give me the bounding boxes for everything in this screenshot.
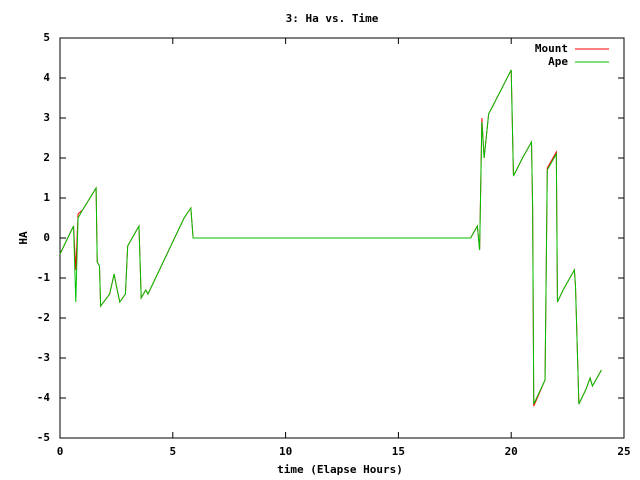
y-axis-label: HA [17,231,30,245]
chart-title: 3: Ha vs. Time [286,12,379,25]
x-tick-label: 5 [169,445,176,458]
x-axis-label: time (Elapse Hours) [277,463,403,476]
y-tick-label: -5 [37,431,50,444]
y-tick-label: 3 [43,111,50,124]
y-tick-label: 0 [43,231,50,244]
y-tick-label: 4 [43,71,50,84]
x-tick-label: 0 [57,445,64,458]
y-tick-label: -4 [37,391,51,404]
y-tick-label: 1 [43,191,50,204]
y-tick-label: -1 [37,271,51,284]
y-tick-label: -3 [37,351,50,364]
y-tick-label: -2 [37,311,50,324]
x-tick-label: 20 [505,445,518,458]
data-line [59,69,602,405]
x-tick-label: 10 [279,445,292,458]
legend-label: Mount [535,42,568,55]
x-tick-label: 25 [617,445,630,458]
legend-label: Ape [548,55,568,68]
x-tick-label: 15 [392,445,405,458]
y-tick-label: 2 [43,151,50,164]
y-tick-label: 5 [43,31,50,44]
